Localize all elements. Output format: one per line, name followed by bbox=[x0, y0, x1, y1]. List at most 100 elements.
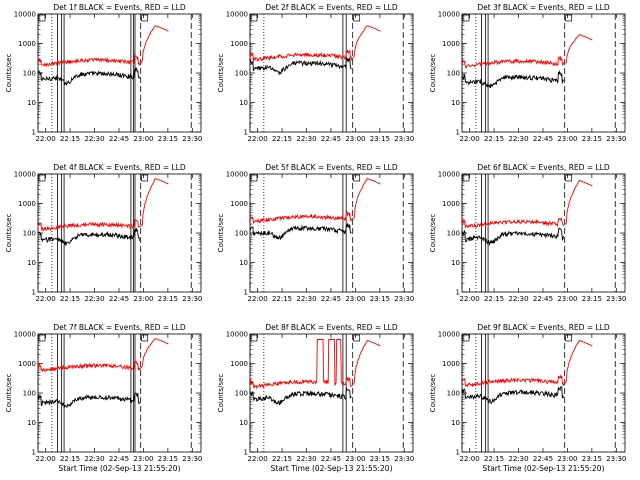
x-tick-label: 22:45 bbox=[533, 295, 553, 303]
y-tick-label: 100 bbox=[447, 70, 460, 78]
y-tick-label: 10000 bbox=[438, 11, 460, 19]
y-tick-label: 10 bbox=[239, 419, 248, 427]
y-tick-label: 10 bbox=[27, 99, 36, 107]
panel-title: Det 6f BLACK = Events, RED = LLD bbox=[477, 163, 610, 172]
events-series-line bbox=[37, 227, 140, 246]
x-axis-label: Start Time (02-Sep-13 21:55:20) bbox=[271, 464, 393, 473]
x-tick-label: 22:00 bbox=[460, 455, 480, 463]
x-tick-label: 22:30 bbox=[296, 295, 316, 303]
x-tick-label: 23:00 bbox=[345, 135, 365, 143]
y-tick-label: 1 bbox=[244, 449, 248, 457]
lld-series-line bbox=[249, 339, 381, 390]
lld-series-line bbox=[37, 25, 169, 68]
x-tick-label: 23:15 bbox=[158, 135, 178, 143]
x-tick-label: 23:15 bbox=[370, 135, 390, 143]
y-axis-label: Counts/sec bbox=[217, 374, 225, 413]
lld-series-line bbox=[249, 178, 381, 224]
y-tick-label: 10000 bbox=[438, 331, 460, 339]
plot-frame bbox=[461, 13, 626, 133]
panel-3f: Det 3f BLACK = Events, RED = LLD 1 10 100 10… bbox=[429, 3, 626, 143]
panel-title: Det 7f BLACK = Events, RED = LLD bbox=[53, 323, 186, 332]
marker-box bbox=[250, 334, 258, 342]
x-tick-label: 22:30 bbox=[508, 455, 528, 463]
events-series-line bbox=[249, 387, 352, 406]
y-tick-label: 1000 bbox=[18, 200, 36, 208]
marker-box bbox=[565, 14, 573, 22]
plot-frame bbox=[249, 173, 414, 293]
panel-4f: Det 4f BLACK = Events, RED = LLD 1 10 100 10… bbox=[5, 163, 202, 303]
x-tick-label: 22:45 bbox=[533, 455, 553, 463]
x-tick-label: 22:15 bbox=[272, 295, 292, 303]
x-tick-label: 23:00 bbox=[345, 295, 365, 303]
panel-9f: Det 9f BLACK = Events, RED = LLD 1 10 100 10… bbox=[429, 323, 626, 473]
panel-5f: Det 5f BLACK = Events, RED = LLD 1 10 100 10… bbox=[217, 163, 414, 303]
y-axis-label: Counts/sec bbox=[5, 214, 13, 253]
panel-7f: Det 7f BLACK = Events, RED = LLD 1 10 100 10… bbox=[5, 323, 202, 473]
y-tick-label: 1000 bbox=[442, 360, 460, 368]
panel-1f: Det 1f BLACK = Events, RED = LLD 1 10 100 10… bbox=[5, 3, 202, 143]
x-tick-label: 23:00 bbox=[345, 455, 365, 463]
marker-box bbox=[250, 14, 258, 22]
x-tick-label: 22:15 bbox=[272, 455, 292, 463]
x-tick-label: 22:45 bbox=[109, 295, 129, 303]
events-series-line bbox=[461, 386, 564, 405]
x-tick-label: 22:45 bbox=[533, 135, 553, 143]
y-tick-label: 1000 bbox=[230, 40, 248, 48]
y-tick-label: 1 bbox=[32, 449, 36, 457]
y-tick-label: 100 bbox=[447, 230, 460, 238]
y-tick-label: 1000 bbox=[230, 200, 248, 208]
x-tick-label: 22:45 bbox=[109, 455, 129, 463]
y-tick-label: 1 bbox=[456, 289, 460, 297]
marker-box bbox=[38, 14, 46, 22]
y-tick-label: 10000 bbox=[226, 331, 248, 339]
y-tick-label: 100 bbox=[447, 390, 460, 398]
y-tick-label: 10000 bbox=[14, 331, 36, 339]
events-series-line bbox=[249, 57, 352, 76]
x-tick-label: 23:15 bbox=[582, 455, 602, 463]
marker-box bbox=[141, 14, 149, 22]
y-tick-label: 10 bbox=[451, 419, 460, 427]
x-tick-label: 22:15 bbox=[60, 295, 80, 303]
x-tick-label: 23:30 bbox=[182, 135, 202, 143]
marker-box bbox=[565, 334, 573, 342]
y-tick-label: 100 bbox=[235, 230, 248, 238]
x-axis-label: Start Time (02-Sep-13 21:55:20) bbox=[483, 464, 605, 473]
panel-title: Det 5f BLACK = Events, RED = LLD bbox=[265, 163, 398, 172]
x-tick-label: 22:00 bbox=[36, 135, 56, 143]
y-tick-label: 100 bbox=[235, 70, 248, 78]
lld-series-line bbox=[461, 339, 593, 388]
x-tick-label: 22:15 bbox=[484, 295, 504, 303]
x-tick-label: 22:00 bbox=[248, 135, 268, 143]
x-tick-label: 22:30 bbox=[84, 455, 104, 463]
x-tick-label: 23:15 bbox=[370, 455, 390, 463]
marker-box bbox=[353, 14, 361, 22]
x-tick-label: 23:30 bbox=[182, 455, 202, 463]
x-tick-label: 22:30 bbox=[84, 295, 104, 303]
x-tick-label: 22:30 bbox=[84, 135, 104, 143]
panel-title: Det 9f BLACK = Events, RED = LLD bbox=[477, 323, 610, 332]
y-tick-label: 1 bbox=[244, 289, 248, 297]
x-tick-label: 23:00 bbox=[557, 455, 577, 463]
y-tick-label: 1000 bbox=[18, 360, 36, 368]
y-axis-label: Counts/sec bbox=[5, 54, 13, 93]
plot-frame bbox=[37, 173, 202, 293]
y-axis-label: Counts/sec bbox=[217, 214, 225, 253]
y-tick-label: 10000 bbox=[226, 11, 248, 19]
plot-frame bbox=[37, 13, 202, 133]
y-tick-label: 1000 bbox=[442, 200, 460, 208]
x-tick-label: 23:00 bbox=[133, 455, 153, 463]
x-tick-label: 23:15 bbox=[158, 295, 178, 303]
events-series-line bbox=[249, 223, 352, 241]
y-axis-label: Counts/sec bbox=[5, 374, 13, 413]
marker-box bbox=[565, 174, 573, 182]
x-tick-label: 23:15 bbox=[370, 295, 390, 303]
x-tick-label: 23:00 bbox=[557, 295, 577, 303]
x-tick-label: 22:15 bbox=[60, 455, 80, 463]
x-tick-label: 23:00 bbox=[133, 135, 153, 143]
x-tick-label: 23:30 bbox=[606, 455, 626, 463]
y-axis-label: Counts/sec bbox=[429, 54, 437, 93]
x-tick-label: 22:45 bbox=[109, 135, 129, 143]
marker-box bbox=[462, 14, 470, 22]
lld-series-line bbox=[461, 34, 593, 70]
